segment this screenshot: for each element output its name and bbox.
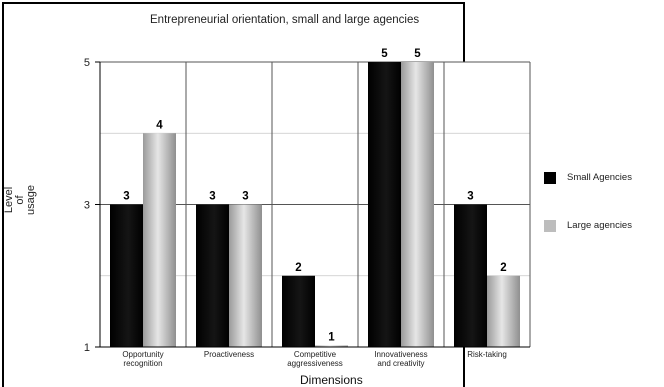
legend-swatch-small bbox=[544, 172, 556, 184]
y-tick-label: 3 bbox=[84, 200, 90, 212]
legend-swatch-large bbox=[544, 220, 556, 232]
bar-value-label: 3 bbox=[467, 191, 473, 203]
x-tick-label: recognition bbox=[123, 359, 162, 368]
bar-large-0 bbox=[143, 133, 176, 347]
x-tick-label: Competitive bbox=[294, 350, 337, 359]
bar-small-0 bbox=[110, 204, 143, 347]
bar-value-label: 2 bbox=[500, 262, 506, 274]
bar-value-label: 4 bbox=[156, 119, 163, 131]
bar-large-3 bbox=[401, 62, 434, 347]
bar-small-2 bbox=[282, 275, 315, 347]
x-tick-label: and creativity bbox=[377, 359, 424, 368]
y-tick-label: 1 bbox=[84, 342, 90, 354]
x-tick-label: Innovativeness bbox=[374, 350, 427, 359]
bar-small-1 bbox=[196, 204, 229, 347]
bar-value-label: 3 bbox=[123, 191, 129, 203]
x-tick-label: Risk-taking bbox=[467, 350, 507, 359]
bar-large-2 bbox=[315, 345, 348, 347]
bar-small-4 bbox=[454, 204, 487, 347]
y-tick-label: 5 bbox=[84, 57, 90, 69]
bar-value-label: 5 bbox=[381, 48, 388, 60]
x-tick-label: Opportunity bbox=[122, 350, 163, 359]
bar-large-1 bbox=[229, 204, 262, 347]
chart-title: Entrepreneurial orientation, small and l… bbox=[150, 14, 420, 26]
bar-value-label: 5 bbox=[414, 48, 421, 60]
bar-large-4 bbox=[487, 275, 520, 347]
bar-value-label: 3 bbox=[242, 191, 248, 203]
legend-label: Large agencies bbox=[567, 220, 632, 231]
x-axis-label: Dimensions bbox=[300, 373, 363, 387]
x-tick-label: aggressiveness bbox=[287, 359, 343, 368]
legend-label: Small Agencies bbox=[567, 172, 632, 183]
bar-value-label: 3 bbox=[209, 191, 215, 203]
x-tick-label: Proactiveness bbox=[204, 350, 254, 359]
bar-value-label: 1 bbox=[328, 332, 335, 344]
bar-value-label: 2 bbox=[295, 262, 301, 274]
bar-small-3 bbox=[368, 62, 401, 347]
